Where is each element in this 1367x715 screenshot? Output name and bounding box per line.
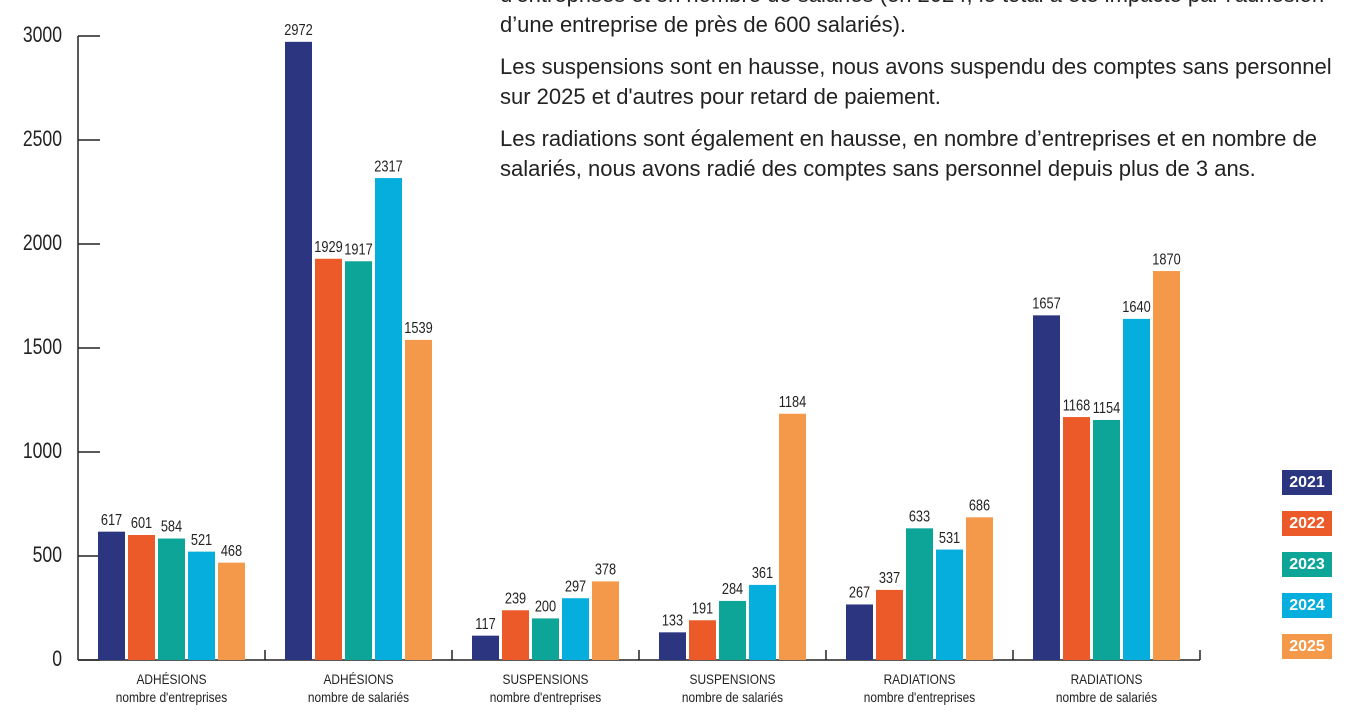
data-label: 337 [879,570,900,588]
data-label: 1168 [1063,397,1090,415]
data-label: 1154 [1093,400,1120,418]
bar [472,635,499,660]
bar [98,531,125,660]
legend-label: 2021 [1289,474,1325,491]
bar [315,258,342,660]
data-label: 133 [662,612,683,630]
annotation: Les suspensions sont en hausse, nous avo… [500,54,1332,109]
data-label: 584 [161,519,182,537]
data-label: 267 [849,584,870,602]
data-label: 1870 [1152,251,1180,269]
data-label: 1539 [404,320,432,338]
bar [592,581,619,660]
x-tick-label: RADIATIONS nombre de salariés [1055,671,1158,705]
y-tick-label: 3000 [23,23,62,47]
bar [345,261,372,660]
bar [1093,419,1120,660]
bar [749,584,776,660]
bar [1123,318,1150,660]
bar [1153,271,1180,660]
bar [532,618,559,660]
data-label: 521 [191,532,212,550]
legend-label: 2022 [1289,515,1325,532]
bar [689,620,716,660]
legend-label: 2023 [1289,556,1325,573]
data-label: 686 [969,497,990,515]
bar [502,610,529,660]
bar [1033,315,1060,660]
data-label: 633 [909,508,930,526]
data-label: 378 [595,561,616,579]
data-label: 117 [475,616,495,634]
legend-label: 2025 [1289,638,1325,655]
annotation: d'entreprises et en nombre de salariés (… [500,0,1324,37]
annotation-text: d'entreprises et en nombre de salariés (… [500,0,1367,196]
data-label: 191 [692,600,713,618]
annotation: Les radiations sont également en hausse,… [500,126,1317,181]
data-label: 1640 [1122,299,1150,317]
bar [876,589,903,660]
data-label: 1917 [344,241,372,259]
bar [405,339,432,660]
data-label: 531 [939,530,960,548]
bar [936,549,963,660]
bar [906,528,933,660]
x-tick-label: RADIATIONS nombre d'entreprises [863,671,976,705]
bar [846,604,873,660]
y-tick-label: 1000 [23,439,62,463]
legend-label: 2024 [1289,597,1325,614]
legend-swatch [1282,593,1332,618]
data-label: 200 [535,598,556,616]
legend-swatch [1282,470,1332,495]
data-label: 617 [101,512,122,530]
data-label: 361 [752,565,773,583]
data-label: 297 [565,578,586,596]
data-label: 2972 [284,22,312,40]
bar [966,517,993,660]
data-label: 1929 [314,239,342,257]
data-label: 601 [131,515,152,533]
data-label: 468 [221,543,242,561]
bar [659,632,686,660]
bar [188,551,215,660]
legend-swatch [1282,634,1332,659]
x-tick-label: ADHÉSIONS nombre d'entreprises [115,671,228,705]
legend-swatch [1282,511,1332,536]
y-tick-label: 500 [33,543,62,567]
bar [218,562,245,660]
y-tick-label: 2500 [23,127,62,151]
bar [158,538,185,660]
y-tick-label: 0 [52,647,62,671]
x-tick-label: SUSPENSIONS nombre d'entreprises [489,671,602,705]
x-tick-label: ADHÉSIONS nombre de salariés [307,671,410,705]
legend-swatch [1282,552,1332,577]
bar [1063,417,1090,660]
bar [562,598,589,660]
y-tick-label: 2000 [23,231,62,255]
y-tick-label: 1500 [23,335,62,359]
bar [719,600,746,660]
bar [128,534,155,660]
data-label: 239 [505,590,526,608]
bar [375,178,402,660]
bar [779,413,806,660]
data-label: 2317 [374,158,402,176]
data-label: 1657 [1032,295,1060,313]
data-label: 1184 [779,394,806,412]
x-tick-label: SUSPENSIONS nombre de salariés [681,671,784,705]
bar [285,41,312,661]
data-label: 284 [722,581,743,599]
